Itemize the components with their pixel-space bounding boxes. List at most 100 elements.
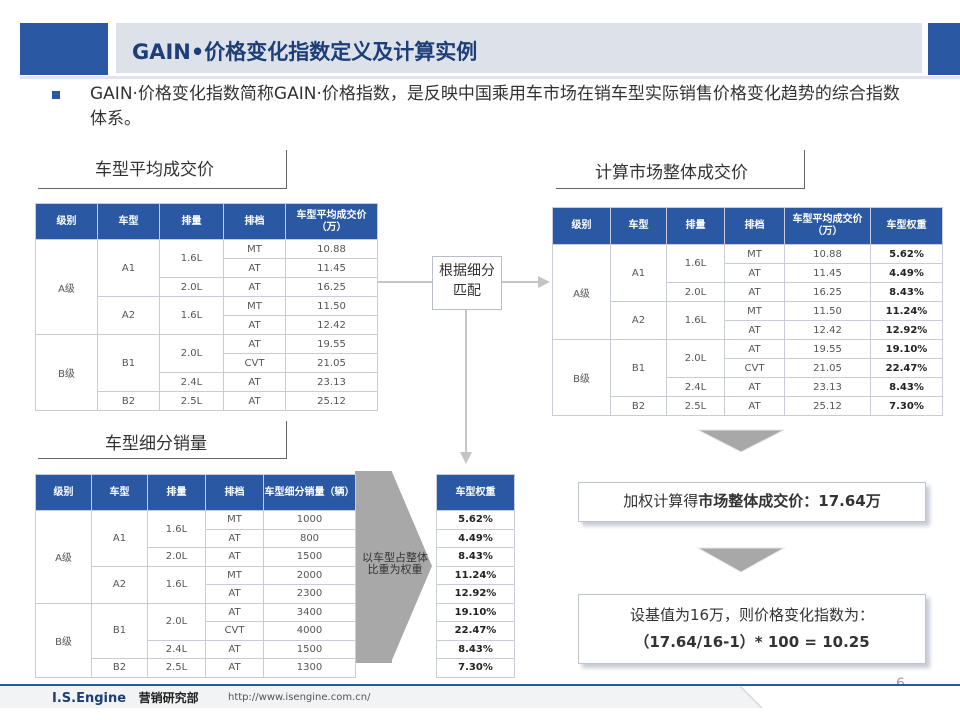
chevron-down-icon bbox=[696, 547, 786, 573]
table-row: 2.4L AT 1500 bbox=[36, 639, 356, 659]
displacement-cell: 2.0L bbox=[666, 339, 725, 378]
sales-cell: 2300 bbox=[263, 584, 356, 604]
model-cell: B1 bbox=[91, 602, 148, 659]
level-cell: A级 bbox=[35, 510, 92, 604]
bullet-square-icon bbox=[52, 91, 60, 99]
index-line-1: 设基值为16万，则价格变化指数为： bbox=[629, 606, 875, 624]
weighted-market-price-box: 加权计算得市场整体成交价：17.64万 bbox=[578, 482, 926, 522]
table-row: 7.30% bbox=[436, 658, 515, 678]
header-displacement: 排量 bbox=[147, 474, 206, 511]
gear-cell: AT bbox=[205, 547, 264, 567]
section-underline bbox=[556, 188, 804, 189]
market-price-table: 级别 车型 排量 排档 车型平均成交价（万） 车型权重 A级 A1 1.6L M… bbox=[552, 207, 943, 416]
table-row: 19.10% bbox=[436, 602, 515, 622]
weight-cell: 22.47% bbox=[436, 621, 515, 641]
section-bracket bbox=[804, 150, 805, 189]
header-model: 车型 bbox=[91, 474, 148, 511]
header-model: 车型 bbox=[97, 203, 160, 240]
section-underline bbox=[38, 188, 286, 189]
table-row: B2 2.5L AT 1300 bbox=[36, 658, 356, 678]
price-cell: 10.88 bbox=[784, 244, 871, 264]
header-weight: 车型权重 bbox=[436, 474, 515, 511]
weight-table: 车型权重 5.62% 4.49% 8.43% 11.24% 12.92% 19.… bbox=[436, 474, 515, 678]
sales-cell: 4000 bbox=[263, 621, 356, 641]
gear-cell: AT bbox=[724, 320, 785, 340]
page-title: GAIN•价格变化指数定义及计算实例 bbox=[132, 40, 478, 64]
table-row: 4.49% bbox=[436, 528, 515, 548]
avg-price-table: 级别 车型 排量 排档 车型平均成交价（万） A级 A1 1.6L MT 10.… bbox=[35, 203, 378, 411]
model-cell: A1 bbox=[91, 510, 148, 567]
table-row: A级 A1 1.6L MT 1000 bbox=[35, 510, 356, 604]
table-row: A2 1.6L MT 11.50 11.24% bbox=[553, 301, 943, 340]
table-row: 5.62% bbox=[436, 510, 515, 530]
gear-cell: AT bbox=[724, 377, 785, 397]
footer-url-link[interactable]: http://www.isengine.com.cn/ bbox=[228, 692, 371, 703]
table-row: AT 800 bbox=[36, 528, 356, 548]
sales-cell: 1500 bbox=[263, 639, 356, 659]
table-row: 8.43% bbox=[436, 547, 515, 567]
sales-cell: 1500 bbox=[263, 547, 356, 567]
displacement-cell: 2.5L bbox=[666, 396, 725, 416]
weight-cell: 8.43% bbox=[870, 282, 943, 302]
weight-cell: 11.24% bbox=[870, 301, 943, 321]
intro-text: GAIN·价格变化指数简称GAIN·价格指数，是反映中国乘用车市场在销车型实际销… bbox=[90, 84, 900, 129]
gear-cell: MT bbox=[205, 510, 264, 530]
table-row: 2.0L AT 16.25 bbox=[36, 277, 378, 297]
price-cell: 25.12 bbox=[784, 396, 871, 416]
gear-cell: AT bbox=[205, 639, 264, 659]
weight-cell: 8.43% bbox=[436, 547, 515, 567]
weight-cell: 7.30% bbox=[436, 658, 515, 678]
model-cell: A2 bbox=[610, 301, 667, 340]
model-cell: A1 bbox=[610, 244, 667, 302]
table-row: 2.4L AT 23.13 8.43% bbox=[553, 377, 943, 397]
match-by-segment-box: 根据细分匹配 bbox=[432, 256, 502, 310]
weight-cell: 8.43% bbox=[436, 639, 515, 659]
model-cell: A2 bbox=[91, 565, 148, 604]
level-cell: A级 bbox=[552, 244, 611, 340]
brand-logo-text: I.S.Engine bbox=[52, 691, 127, 706]
weight-cell: 19.10% bbox=[870, 339, 943, 359]
section-underline bbox=[38, 458, 286, 459]
model-cell: B2 bbox=[91, 658, 148, 678]
price-cell: 23.13 bbox=[784, 377, 871, 397]
weight-cell: 12.92% bbox=[870, 320, 943, 340]
section-label-avg-price: 车型平均成交价 bbox=[95, 160, 214, 180]
header-level: 级别 bbox=[552, 207, 611, 245]
displacement-cell: 2.5L bbox=[147, 658, 206, 678]
weight-cell: 12.92% bbox=[436, 584, 515, 604]
level-cell: B级 bbox=[552, 339, 611, 416]
weight-cell: 5.62% bbox=[870, 244, 943, 264]
price-cell: 16.25 bbox=[784, 282, 871, 302]
table-row: 12.92% bbox=[436, 584, 515, 604]
displacement-cell: 1.6L bbox=[666, 244, 725, 283]
header-weight: 车型权重 bbox=[870, 207, 943, 245]
result-prefix: 加权计算得 bbox=[623, 492, 699, 510]
level-cell: A级 bbox=[35, 239, 98, 335]
gear-cell: AT bbox=[205, 584, 264, 604]
gear-cell: CVT bbox=[205, 621, 264, 641]
gear-cell: AT bbox=[724, 263, 785, 283]
displacement-cell: 2.0L bbox=[147, 547, 206, 567]
table-row: CVT 21.05 22.47% bbox=[553, 358, 943, 378]
gear-cell: AT bbox=[724, 282, 785, 302]
table-row: CVT 21.05 bbox=[36, 353, 378, 373]
weight-cell: 19.10% bbox=[436, 602, 515, 622]
price-cell: 19.55 bbox=[784, 339, 871, 359]
section-bracket bbox=[286, 150, 287, 189]
table-row: 2.4L AT 23.13 bbox=[36, 372, 378, 392]
header-displacement: 排量 bbox=[666, 207, 725, 245]
model-cell: A2 bbox=[97, 296, 160, 335]
table-row: B2 2.5L AT 25.12 bbox=[36, 391, 378, 411]
gear-cell: AT bbox=[223, 391, 286, 411]
header-title-band bbox=[116, 23, 922, 73]
weight-cell: 8.43% bbox=[870, 377, 943, 397]
gear-cell: MT bbox=[724, 301, 785, 321]
index-line-2: （17.64/16-1）* 100 = 10.25 bbox=[634, 633, 870, 651]
displacement-cell: 1.6L bbox=[666, 301, 725, 340]
header-sales: 车型细分销量（辆） bbox=[263, 474, 356, 511]
table-row: 22.47% bbox=[436, 621, 515, 641]
gear-cell: AT bbox=[205, 528, 264, 548]
gear-cell: AT bbox=[205, 602, 264, 622]
sales-cell: 1000 bbox=[263, 510, 356, 530]
